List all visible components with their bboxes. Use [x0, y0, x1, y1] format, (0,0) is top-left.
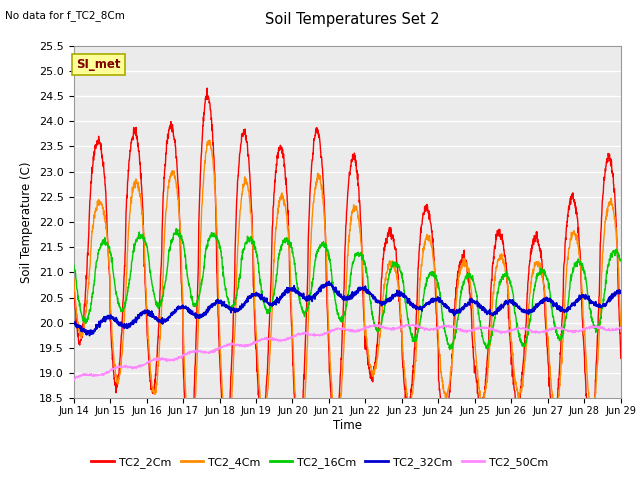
Text: Soil Temperatures Set 2: Soil Temperatures Set 2 — [265, 12, 439, 27]
Legend: TC2_2Cm, TC2_4Cm, TC2_16Cm, TC2_32Cm, TC2_50Cm: TC2_2Cm, TC2_4Cm, TC2_16Cm, TC2_32Cm, TC… — [87, 452, 553, 472]
X-axis label: Time: Time — [333, 419, 362, 432]
Text: No data for f_TC2_8Cm: No data for f_TC2_8Cm — [5, 11, 125, 22]
Text: SI_met: SI_met — [76, 58, 121, 71]
Y-axis label: Soil Temperature (C): Soil Temperature (C) — [20, 161, 33, 283]
